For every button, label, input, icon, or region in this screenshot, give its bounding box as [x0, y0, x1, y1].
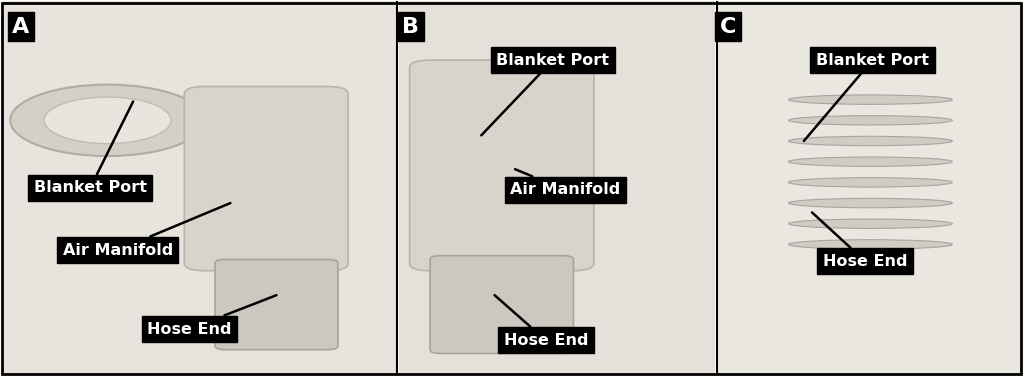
Bar [399, 1, 715, 375]
Ellipse shape [788, 136, 952, 146]
Text: Hose End: Hose End [147, 295, 276, 337]
Text: Blanket Port: Blanket Port [804, 53, 929, 141]
Circle shape [44, 97, 171, 144]
Text: A: A [12, 17, 30, 37]
Ellipse shape [788, 157, 952, 166]
Text: Air Manifold: Air Manifold [510, 169, 621, 197]
Text: Air Manifold: Air Manifold [62, 203, 230, 258]
Ellipse shape [788, 240, 952, 249]
Bar [718, 1, 1021, 375]
Ellipse shape [788, 178, 952, 187]
Text: C: C [720, 17, 736, 37]
Ellipse shape [788, 116, 952, 125]
Ellipse shape [788, 219, 952, 228]
Bar [3, 1, 396, 375]
Text: Hose End: Hose End [495, 295, 588, 348]
FancyBboxPatch shape [215, 259, 338, 350]
Text: Hose End: Hose End [812, 212, 907, 269]
FancyBboxPatch shape [410, 60, 594, 271]
Ellipse shape [788, 199, 952, 208]
Circle shape [10, 85, 205, 156]
FancyBboxPatch shape [184, 86, 348, 271]
Text: Blanket Port: Blanket Port [481, 53, 609, 135]
Text: Blanket Port: Blanket Port [34, 102, 146, 196]
Ellipse shape [788, 95, 952, 104]
Text: B: B [402, 17, 420, 37]
FancyBboxPatch shape [430, 256, 573, 353]
